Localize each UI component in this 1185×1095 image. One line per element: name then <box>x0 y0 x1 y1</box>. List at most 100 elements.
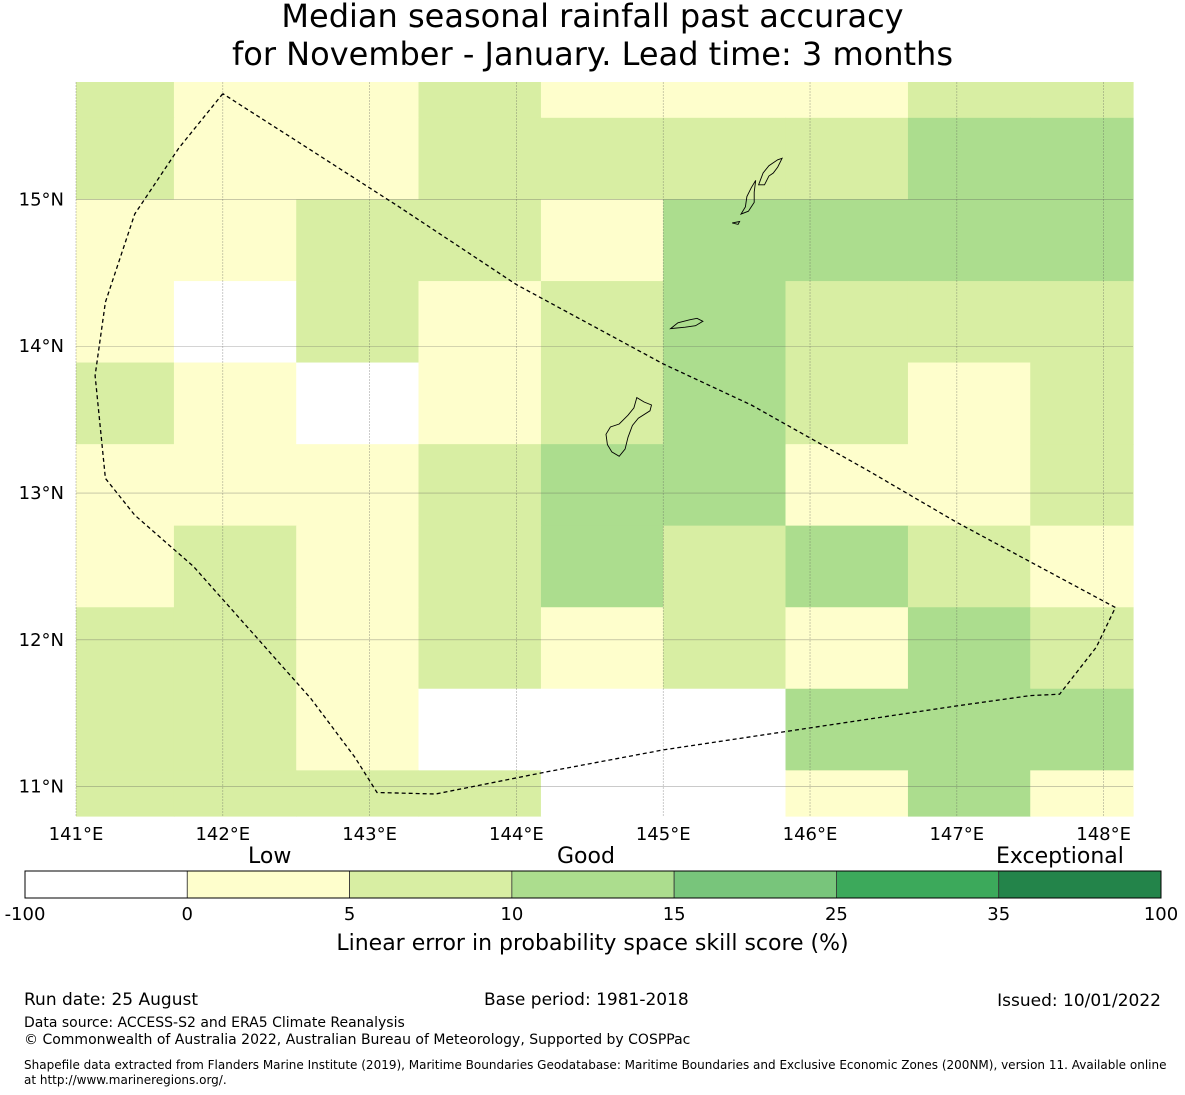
grid-cell <box>540 607 664 690</box>
grid-cell <box>418 444 542 527</box>
island-outline <box>732 220 741 225</box>
grid-cell <box>1030 117 1134 201</box>
y-tick-label: 14°N <box>19 336 64 357</box>
issued-date: Issued: 10/01/2022 <box>997 991 1161 1011</box>
legend-level-low: Low <box>248 844 292 869</box>
grid-cell <box>173 82 297 119</box>
colorbar-swatch <box>349 870 513 899</box>
grid-cell <box>173 362 297 445</box>
grid-cell <box>76 525 175 608</box>
grid-cell <box>418 82 542 119</box>
grid-cell <box>907 770 1031 817</box>
grid-cell <box>76 688 175 771</box>
grid-cell <box>296 444 420 527</box>
grid-cell <box>540 82 664 119</box>
grid-cell <box>296 770 420 817</box>
grid-cell <box>785 770 909 817</box>
grid-cell <box>173 688 297 771</box>
grid-cell <box>1030 607 1134 690</box>
colorbar-tick-label: 35 <box>987 904 1010 925</box>
base-period: Base period: 1981-2018 <box>484 990 689 1010</box>
grid-cell <box>76 770 175 817</box>
island-outline <box>757 157 783 186</box>
y-tick-label: 12°N <box>19 630 64 651</box>
grid-cell <box>663 688 787 771</box>
colorbar-swatch <box>836 870 1000 899</box>
grid-cell <box>663 444 787 527</box>
grid-cell <box>418 688 542 771</box>
y-axis-ticks: 15°N 14°N 13°N 12°N 11°N <box>19 189 64 797</box>
grid-cell <box>540 525 664 608</box>
grid-cell <box>173 117 297 201</box>
x-tick-label: 143°E <box>342 824 397 845</box>
skill-grid <box>76 82 1134 817</box>
grid-cell <box>1030 199 1134 282</box>
grid-cell <box>76 444 175 527</box>
grid-cell <box>907 199 1031 282</box>
grid-cell <box>76 362 175 445</box>
colorbar: -100 0 5 10 15 25 35 100 <box>5 870 1178 925</box>
colorbar-label: Linear error in probability space skill … <box>336 931 849 956</box>
grid-cell <box>296 281 420 364</box>
y-tick-label: 13°N <box>19 483 64 504</box>
x-tick-label: 145°E <box>636 824 691 845</box>
grid-cell <box>173 525 297 608</box>
grid-cell <box>540 117 664 201</box>
grid-cell <box>1030 525 1134 608</box>
shapefile-note: Shapefile data extracted from Flanders M… <box>24 1058 1167 1087</box>
grid-cell <box>663 82 787 119</box>
grid-cell <box>76 117 175 201</box>
legend-level-exceptional: Exceptional <box>996 844 1124 869</box>
x-tick-label: 146°E <box>783 824 838 845</box>
grid-cell <box>296 688 420 771</box>
y-tick-label: 15°N <box>19 189 64 210</box>
colorbar-tick-label: 25 <box>825 904 848 925</box>
island-outline <box>739 180 757 216</box>
grid-cell <box>418 117 542 201</box>
grid-cell <box>1030 770 1134 817</box>
grid-cell <box>540 199 664 282</box>
grid-cell <box>540 281 664 364</box>
copyright: © Commonwealth of Australia 2022, Austra… <box>24 1032 691 1048</box>
islands-coastline <box>605 157 783 457</box>
run-date: Run date: 25 August <box>24 990 198 1010</box>
colorbar-swatch <box>186 870 350 899</box>
colorbar-swatch <box>673 870 837 899</box>
grid-cell <box>296 525 420 608</box>
colorbar-tick-label: 5 <box>344 904 355 925</box>
grid-cell <box>663 770 787 817</box>
grid-cell <box>173 444 297 527</box>
grid-cell <box>663 362 787 445</box>
grid-cell <box>785 362 909 445</box>
grid-cell <box>173 199 297 282</box>
eez-boundary <box>94 93 1117 795</box>
grid-cell <box>907 444 1031 527</box>
grid-cell <box>907 117 1031 201</box>
grid-cell <box>418 199 542 282</box>
colorbar-tick-label: 10 <box>500 904 523 925</box>
grid-cell <box>1030 688 1134 771</box>
grid-cell <box>785 199 909 282</box>
grid-cell <box>173 607 297 690</box>
grid-cell <box>540 688 664 771</box>
grid-cell <box>296 362 420 445</box>
grid-cell <box>418 525 542 608</box>
colorbar-swatch <box>24 870 188 899</box>
colorbar-frame <box>24 870 1162 899</box>
grid-cell <box>785 281 909 364</box>
grid-cell <box>663 117 787 201</box>
grid-cell <box>540 362 664 445</box>
grid-cell <box>296 199 420 282</box>
grid-cell <box>907 688 1031 771</box>
grid-cell <box>785 82 909 119</box>
x-axis-ticks: 141°E 142°E 143°E 144°E 145°E 146°E 147°E 148°E <box>49 824 1131 845</box>
chart-title-line1: Median seasonal rainfall past accuracy <box>281 0 904 35</box>
grid-cell <box>1030 362 1134 445</box>
grid-cell <box>785 525 909 608</box>
y-tick-label: 11°N <box>19 777 64 798</box>
grid-cell <box>540 770 664 817</box>
grid-cell <box>1030 82 1134 119</box>
grid-cell <box>296 117 420 201</box>
x-tick-label: 144°E <box>489 824 544 845</box>
